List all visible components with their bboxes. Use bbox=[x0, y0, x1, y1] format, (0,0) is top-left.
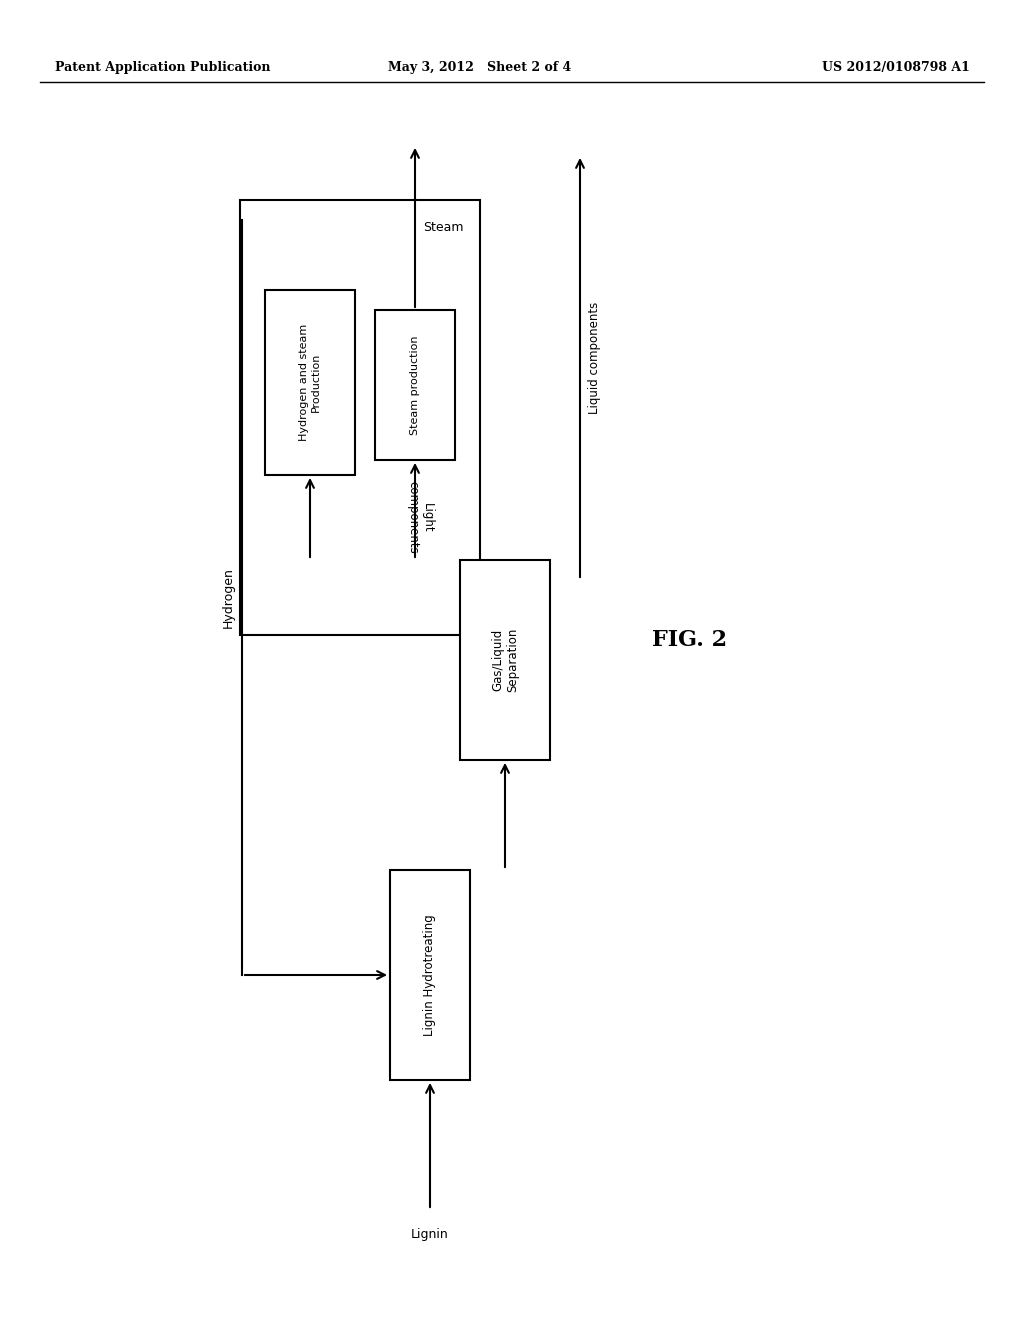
Text: Gas/Liquid
Separation: Gas/Liquid Separation bbox=[490, 628, 519, 692]
Bar bbox=[390, 870, 470, 1080]
Text: Steam production: Steam production bbox=[410, 335, 420, 434]
Text: Hydrogen: Hydrogen bbox=[221, 568, 234, 628]
Text: Patent Application Publication: Patent Application Publication bbox=[55, 62, 270, 74]
Bar bbox=[375, 310, 455, 459]
Text: US 2012/0108798 A1: US 2012/0108798 A1 bbox=[822, 62, 970, 74]
Text: FIG. 2: FIG. 2 bbox=[652, 630, 728, 651]
Bar bbox=[265, 290, 355, 475]
Text: May 3, 2012   Sheet 2 of 4: May 3, 2012 Sheet 2 of 4 bbox=[388, 62, 571, 74]
Bar bbox=[460, 560, 550, 760]
Text: Lignin Hydrotreating: Lignin Hydrotreating bbox=[424, 915, 436, 1036]
Text: Lignin: Lignin bbox=[411, 1228, 449, 1241]
Text: Liquid components: Liquid components bbox=[588, 301, 601, 413]
Text: Light
components: Light components bbox=[406, 480, 434, 554]
Text: Hydrogen and steam
Production: Hydrogen and steam Production bbox=[299, 323, 321, 441]
Text: Steam: Steam bbox=[423, 220, 464, 234]
Bar bbox=[240, 201, 480, 635]
